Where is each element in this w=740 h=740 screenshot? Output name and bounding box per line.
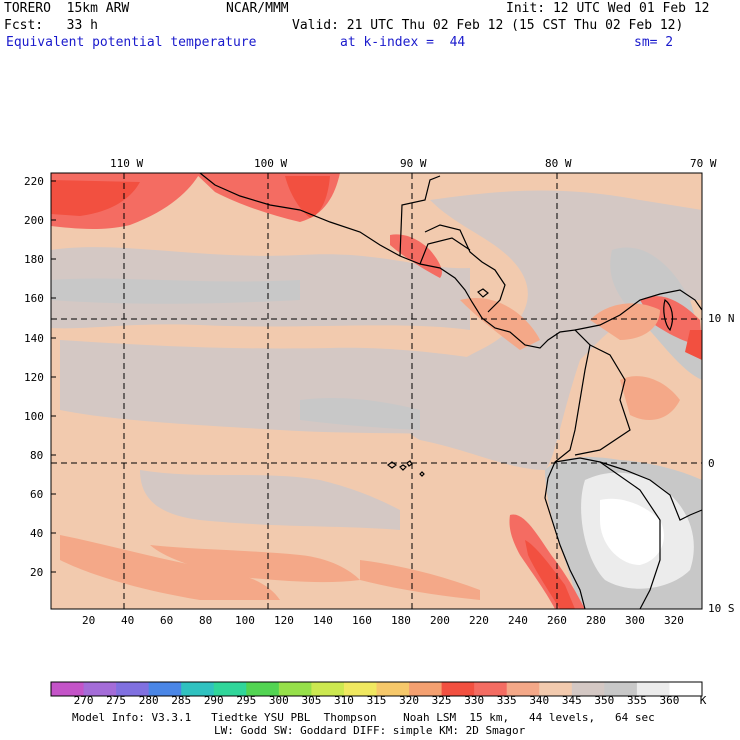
- x-tick-label: 140: [313, 614, 333, 627]
- colorbar-label: 285: [171, 694, 192, 707]
- x-tick-label: 120: [274, 614, 294, 627]
- colorbar-label: 300: [268, 694, 289, 707]
- y-tick-label: 180: [24, 253, 44, 266]
- colorbar: [50, 681, 703, 697]
- org-label: NCAR/MMM: [226, 1, 289, 16]
- y-tick-label: 200: [24, 214, 44, 227]
- colorbar-frame: [50, 681, 703, 697]
- x-tick-label: 260: [547, 614, 567, 627]
- graticule: [51, 173, 702, 609]
- x-tick-label: 80: [199, 614, 213, 627]
- colorbar-label: 315: [366, 694, 387, 707]
- smoothing-label: sm= 2: [634, 35, 674, 50]
- x-tick-label: 160: [352, 614, 372, 627]
- x-tick-label: 100: [235, 614, 255, 627]
- colorbar-swatch: [376, 682, 410, 696]
- colorbar-label: 335: [496, 694, 517, 707]
- colorbar-swatch: [83, 682, 117, 696]
- x-tick-label: 220: [469, 614, 489, 627]
- lat-label-10n: 10 N: [708, 312, 735, 325]
- x-tick-label: 40: [121, 614, 135, 627]
- colorbar-label: 330: [464, 694, 485, 707]
- colorbar-swatch: [278, 682, 312, 696]
- colorbar-label: 325: [431, 694, 452, 707]
- valid-time: Valid: 21 UTC Thu 02 Feb 12 (15 CST Thu …: [292, 18, 684, 33]
- colorbar-swatch: [571, 682, 605, 696]
- coastline: [199, 172, 703, 610]
- colorbar-label: 355: [626, 694, 647, 707]
- y-tick-label: 80: [30, 449, 44, 462]
- y-tick-label: 140: [24, 332, 44, 345]
- colorbar-swatch: [148, 682, 182, 696]
- colorbar-label: 350: [594, 694, 615, 707]
- colorbar-swatch: [181, 682, 215, 696]
- colorbar-swatch: [539, 682, 573, 696]
- colorbar-swatch: [311, 682, 345, 696]
- lon-label-70w: 70 W: [690, 157, 717, 170]
- colorbar-label: 305: [301, 694, 322, 707]
- colorbar-swatch: [474, 682, 508, 696]
- lon-label-110w: 110 W: [110, 157, 144, 170]
- y-tick-label: 160: [24, 292, 44, 305]
- colorbar-label: 280: [138, 694, 159, 707]
- lon-label-100w: 100 W: [254, 157, 288, 170]
- forecast-hour: Fcst: 33 h: [4, 18, 98, 33]
- colorbar-label: 270: [73, 694, 94, 707]
- y-tick-label: 40: [30, 527, 44, 540]
- colorbar-swatch: [409, 682, 443, 696]
- x-tick-label: 280: [586, 614, 606, 627]
- colorbar-swatch: [506, 682, 540, 696]
- colorbar-label: 290: [203, 694, 224, 707]
- lat-label-10s: 10 S: [708, 602, 735, 615]
- x-tick-label: 60: [160, 614, 174, 627]
- map-frame: [50, 172, 703, 610]
- colorbar-unit: K: [699, 694, 707, 707]
- colorbar-swatch: [213, 682, 247, 696]
- y-tick-label: 100: [24, 410, 44, 423]
- y-tick-label: 120: [24, 371, 44, 384]
- colorbar-label: 320: [399, 694, 419, 707]
- y-tick-label: 60: [30, 488, 44, 501]
- colorbar-swatch: [669, 682, 703, 696]
- x-tick-label: 180: [391, 614, 411, 627]
- physics-info: LW: Godd SW: Goddard DIFF: simple KM: 2D…: [214, 724, 526, 737]
- y-tick-marks: [51, 180, 56, 573]
- colorbar-label: 295: [236, 694, 257, 707]
- field-name: Equivalent potential temperature: [6, 35, 257, 50]
- init-time: Init: 12 UTC Wed 01 Feb 12: [506, 1, 710, 16]
- model-title: TORERO 15km ARW: [4, 1, 130, 16]
- level-label: at k-index = 44: [340, 35, 466, 50]
- x-tick-label: 20: [82, 614, 96, 627]
- colorbar-swatch: [343, 682, 377, 696]
- colorbar-label: 310: [334, 694, 354, 707]
- colorbar-swatch: [116, 682, 150, 696]
- colorbar-label: 340: [529, 694, 550, 707]
- colorbar-label: 275: [106, 694, 127, 707]
- colorbar-label: 360: [659, 694, 680, 707]
- x-tick-label: 200: [430, 614, 450, 627]
- x-tick-label: 240: [508, 614, 528, 627]
- lon-label-80w: 80 W: [545, 157, 572, 170]
- colorbar-swatch: [51, 682, 85, 696]
- colorbar-swatch: [636, 682, 670, 696]
- y-tick-label: 20: [30, 566, 44, 579]
- x-tick-label: 300: [625, 614, 645, 627]
- colorbar-label: 345: [561, 694, 582, 707]
- colorbar-swatch: [441, 682, 475, 696]
- colorbar-swatch: [604, 682, 638, 696]
- y-tick-label: 220: [24, 175, 44, 188]
- lat-label-0: 0: [708, 457, 715, 470]
- lon-label-90w: 90 W: [400, 157, 427, 170]
- x-tick-label: 320: [664, 614, 684, 627]
- model-info: Model Info: V3.3.1 Tiedtke YSU PBL Thomp…: [72, 711, 655, 724]
- theta-e-field: [51, 173, 702, 609]
- colorbar-swatch: [246, 682, 280, 696]
